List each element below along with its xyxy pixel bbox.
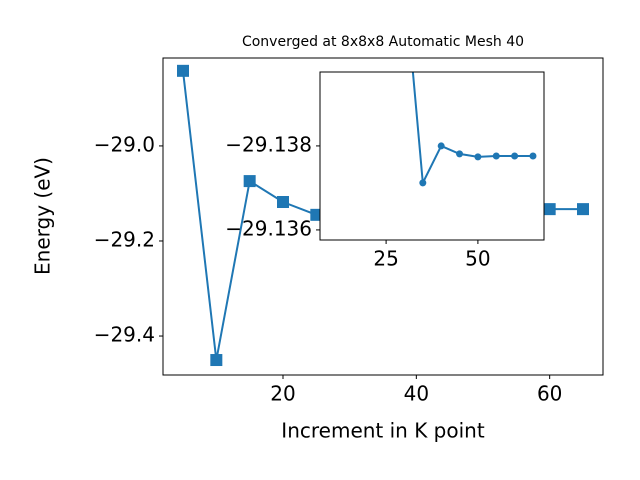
x-tick-label: 50 xyxy=(465,247,490,271)
x-tick-label: 20 xyxy=(270,382,295,406)
marker xyxy=(210,354,223,367)
y-tick-label: −29.2 xyxy=(94,227,155,251)
marker xyxy=(437,142,445,150)
marker xyxy=(543,203,556,216)
y-tick-label: −29.4 xyxy=(94,323,155,347)
marker xyxy=(577,203,589,216)
marker xyxy=(474,153,482,161)
y-tick-label: −29.138 xyxy=(225,132,312,156)
y-axis-label: Energy (eV) xyxy=(31,157,55,275)
marker xyxy=(419,179,427,187)
marker xyxy=(243,175,256,188)
x-tick-label: 25 xyxy=(373,247,398,271)
marker xyxy=(492,152,500,160)
marker xyxy=(529,152,537,160)
marker xyxy=(511,152,519,160)
x-tick-label: 40 xyxy=(404,382,429,406)
x-tick-label: 60 xyxy=(537,382,562,406)
axes-frame xyxy=(319,71,545,241)
chart-title: Converged at 8x8x8 Automatic Mesh 40 xyxy=(242,34,524,50)
marker xyxy=(310,208,323,221)
marker xyxy=(177,64,189,77)
y-tick-label: −29.136 xyxy=(225,216,312,240)
marker xyxy=(277,196,289,209)
plot-area xyxy=(411,72,537,187)
axes-frame xyxy=(162,57,604,376)
marker xyxy=(456,150,464,158)
y-tick-label: −29.0 xyxy=(94,132,155,156)
x-axis-label: Increment in K point xyxy=(281,419,485,443)
